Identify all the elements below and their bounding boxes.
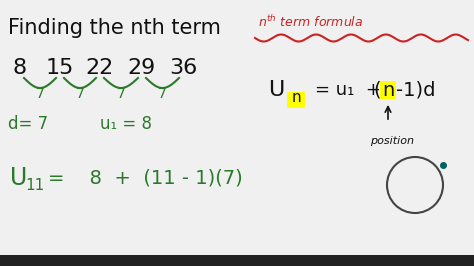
Text: 11: 11 (25, 178, 44, 193)
Text: u₁ = 8: u₁ = 8 (100, 115, 152, 133)
Text: = u₁  +: = u₁ + (315, 81, 381, 99)
FancyBboxPatch shape (287, 92, 305, 108)
Text: $n^{th}$ term formula: $n^{th}$ term formula (258, 14, 363, 30)
Text: U: U (10, 166, 27, 190)
Text: Finding the nth term: Finding the nth term (8, 18, 221, 38)
Text: 15: 15 (46, 58, 74, 78)
Text: 7: 7 (76, 87, 84, 101)
FancyBboxPatch shape (0, 255, 474, 266)
Text: =    8  +  (11 - 1)(7): = 8 + (11 - 1)(7) (48, 168, 243, 188)
Text: 7: 7 (158, 87, 167, 101)
Text: 8: 8 (13, 58, 27, 78)
Text: n: n (291, 90, 301, 106)
Text: 36: 36 (169, 58, 197, 78)
Text: d= 7: d= 7 (8, 115, 48, 133)
Text: 7: 7 (117, 87, 126, 101)
Text: n: n (382, 81, 394, 99)
Text: (: ( (373, 81, 381, 99)
Text: 7: 7 (36, 87, 45, 101)
Text: position: position (370, 136, 414, 146)
Text: -1)d: -1)d (396, 81, 436, 99)
Text: 29: 29 (128, 58, 156, 78)
Text: U: U (268, 80, 284, 100)
FancyBboxPatch shape (380, 81, 396, 99)
Text: 22: 22 (86, 58, 114, 78)
